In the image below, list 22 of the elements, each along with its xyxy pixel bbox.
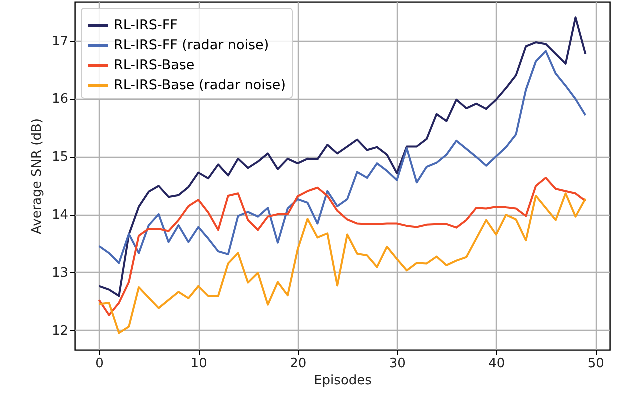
y-axis-title: Average SNR (dB) — [30, 118, 45, 234]
legend-label: RL-IRS-Base — [114, 58, 195, 74]
line-series — [98, 192, 587, 334]
line-series — [98, 50, 587, 264]
x-axis-title: Episodes — [314, 374, 372, 388]
legend-label: RL-IRS-Base (radar noise) — [114, 78, 286, 94]
legend-label: RL-IRS-FF (radar noise) — [114, 38, 270, 54]
y-tick-label: 14 — [52, 208, 68, 224]
x-tick-label: 20 — [290, 356, 307, 372]
line-series — [98, 177, 587, 316]
y-tick-label: 13 — [52, 266, 68, 281]
legend-label: RL-IRS-FF — [114, 18, 178, 34]
x-tick-label: 50 — [588, 356, 604, 372]
x-tick-label: 10 — [190, 356, 208, 372]
line-series — [98, 16, 587, 298]
y-tick-label: 16 — [52, 92, 68, 108]
x-tick-label: 40 — [488, 356, 506, 372]
y-tick-label: 12 — [52, 324, 68, 339]
x-tick-label: 30 — [389, 356, 406, 372]
x-tick-label: 0 — [96, 356, 104, 372]
y-tick-label: 15 — [52, 150, 68, 166]
y-tick-label: 17 — [52, 34, 68, 50]
